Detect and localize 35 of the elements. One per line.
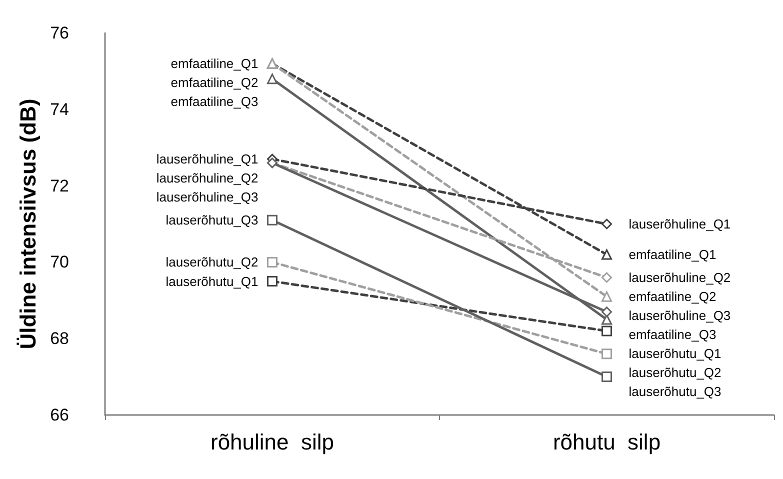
text: lauserõhutu_Q2 bbox=[628, 365, 722, 380]
y-tick-label: 72 bbox=[50, 176, 69, 196]
series-label: emfaatiline_Q2 bbox=[170, 75, 258, 90]
text: emfaatiline_Q1 bbox=[628, 247, 716, 262]
y-tick-label: 74 bbox=[50, 100, 69, 119]
series-label: lauserõhuline_Q3 bbox=[628, 308, 731, 324]
point bbox=[602, 218, 612, 230]
x-tick-label: rõhutu silp bbox=[552, 430, 661, 454]
point bbox=[602, 348, 612, 360]
text: emfaatiline_Q2 bbox=[628, 289, 716, 304]
point bbox=[602, 272, 612, 283]
series-label: lauserõhutu_Q1 bbox=[166, 274, 258, 289]
text: lauserõhuline_Q3 bbox=[156, 190, 258, 205]
y-tick-label: 76 bbox=[50, 24, 69, 42]
series-label: lauserõhuline_Q1 bbox=[156, 152, 258, 167]
y-axis-title: Üldine intensiivsus (dB) bbox=[16, 98, 41, 350]
y-tick-label: 66 bbox=[50, 406, 69, 424]
text: lauserõhuline_Q2 bbox=[628, 270, 731, 285]
text: lauserõhutu_Q3 bbox=[628, 384, 722, 400]
y-tick-label: 68 bbox=[50, 329, 69, 348]
series-label: lauserõhutu_Q2 bbox=[166, 254, 258, 270]
text: emfaatiline_Q3 bbox=[628, 327, 716, 342]
y-tick-label: 70 bbox=[50, 252, 69, 272]
series-label: emfaatiline_Q3 bbox=[170, 94, 258, 110]
point bbox=[267, 256, 278, 268]
x-tick-label: rõhuline silp bbox=[210, 430, 334, 454]
series-label: emfaatiline_Q1 bbox=[170, 56, 258, 72]
point bbox=[602, 372, 612, 382]
text: lauserõhuline_Q1 bbox=[628, 216, 731, 232]
series-label: lauserõhuline_Q2 bbox=[156, 170, 258, 186]
point bbox=[267, 276, 278, 287]
text: lauserõhutu_Q1 bbox=[628, 346, 722, 362]
point bbox=[602, 326, 612, 336]
point bbox=[267, 214, 278, 226]
series-label: lauserõhutu_Q3 bbox=[166, 212, 258, 228]
